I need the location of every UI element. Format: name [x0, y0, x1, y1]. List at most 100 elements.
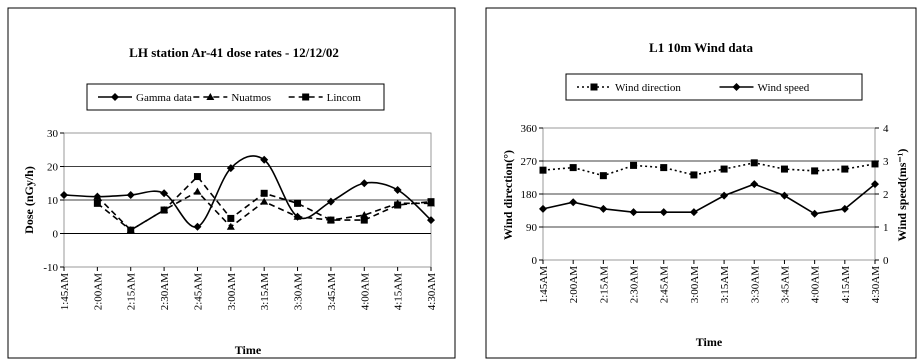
chart2-legend-marker [732, 83, 741, 91]
chart1-point-lincom [160, 206, 168, 214]
chart1-y-tick-label: 30 [47, 128, 59, 140]
chart2-point-wind-direction [871, 160, 879, 168]
chart1-y-tick-label: 0 [53, 229, 59, 241]
chart2-point-wind-direction [630, 161, 638, 169]
chart2-y-tick-label: 180 [521, 189, 538, 201]
chart1-point-lincom [360, 216, 368, 224]
chart2-series-line-wind-direction [542, 162, 876, 177]
chart2-point-wind-speed [629, 208, 638, 217]
chart1-point-nuatmos [293, 212, 302, 220]
chart1-point-gamma-data [60, 190, 68, 199]
chart2-legend-label: Wind speed [758, 82, 810, 94]
chart2-point-wind-direction [690, 171, 698, 179]
chart1-point-nuatmos [360, 211, 369, 219]
chart2-x-tick-label: 3:45AM [779, 266, 791, 304]
chart1-legend-label: Nuatmos [231, 92, 271, 104]
chart2-x-axis-label: Time [696, 335, 723, 349]
chart1-x-tick-label: 2:00AM [92, 273, 104, 311]
chart1-point-nuatmos [193, 187, 202, 195]
chart2-y-right-tick-label: 3 [883, 156, 889, 168]
chart2-x-tick-label: 3:15AM [719, 266, 731, 304]
chart1-point-gamma-data [260, 155, 269, 164]
chart1-point-gamma-data [126, 190, 135, 199]
chart1-x-tick-label: 2:45AM [192, 273, 204, 311]
chart2-point-wind-speed [871, 180, 879, 189]
chart1-title: LH station Ar-41 dose rates - 12/12/02 [129, 45, 339, 60]
chart1-point-lincom [260, 189, 268, 197]
chart2-point-wind-speed [720, 191, 729, 200]
chart1-point-lincom [127, 226, 135, 234]
chart1-point-lincom [93, 199, 101, 207]
chart2-point-wind-direction [569, 164, 577, 172]
chart2-point-wind-direction [811, 167, 819, 175]
chart1-point-nuatmos [93, 192, 102, 200]
chart2-y-right-tick-label: 4 [883, 123, 889, 135]
chart2-x-tick-label: 1:45AM [538, 266, 550, 304]
chart1-point-lincom [193, 173, 201, 181]
chart2-x-tick-label: 3:00AM [689, 266, 701, 304]
chart1-point-lincom [394, 201, 402, 209]
chart1-x-tick-label: 4:00AM [359, 273, 371, 311]
chart2-title: L1 10m Wind data [649, 40, 753, 55]
chart2-x-tick-label: 2:30AM [629, 266, 641, 304]
chart1-x-tick-label: 3:15AM [259, 273, 271, 311]
chart2-point-wind-direction [841, 165, 849, 173]
chart1-point-gamma-data [360, 179, 369, 188]
chart2-point-wind-direction [660, 164, 668, 172]
chart2-y-right-tick-label: 1 [883, 222, 889, 234]
chart1-legend-label: Lincom [327, 92, 362, 104]
chart1-point-nuatmos [260, 197, 269, 205]
chart2-point-wind-direction [720, 165, 728, 173]
chart1-y-tick-label: -10 [43, 262, 58, 274]
chart1-legend-marker [111, 93, 119, 101]
chart2-y-axis-label-left: Wind direction(°) [501, 150, 515, 240]
chart2-y-right-tick-label: 0 [883, 255, 889, 267]
chart1-x-tick-label: 3:45AM [326, 273, 338, 311]
chart1-legend-marker [302, 93, 310, 101]
chart2-y-tick-label: 270 [521, 156, 538, 168]
chart2-point-wind-speed [810, 209, 819, 218]
chart2-y-tick-label: 0 [532, 255, 538, 267]
chart1-x-tick-label: 3:30AM [293, 273, 305, 311]
chart2-point-wind-direction [780, 165, 788, 173]
chart1-y-tick-label: 10 [47, 195, 59, 207]
chart1-x-tick-label: 2:15AM [126, 273, 138, 311]
chart2-series-line-wind-speed [542, 183, 876, 215]
chart2-point-wind-speed [539, 204, 547, 213]
chart2-x-tick-label: 4:00AM [810, 266, 822, 304]
chart2-y-right-tick-label: 2 [883, 189, 889, 201]
chart1-point-gamma-data [226, 164, 235, 173]
chart1-y-axis-label: Dose (nGy/h) [22, 166, 36, 234]
chart1-point-gamma-data [427, 216, 435, 225]
chart2-legend [565, 73, 863, 101]
chart2-x-tick-label: 4:30AM [870, 266, 882, 304]
chart2-point-wind-speed [840, 204, 849, 213]
chart2-legend-marker [590, 83, 598, 91]
chart1-x-axis-label: Time [235, 343, 262, 357]
chart2-point-wind-speed [750, 180, 759, 189]
chart1-legend-marker [206, 93, 215, 100]
chart1-point-gamma-data [326, 197, 335, 206]
chart1-x-tick-label: 3:00AM [226, 273, 238, 311]
chart2-point-wind-direction [539, 166, 547, 174]
chart1-point-lincom [227, 214, 235, 222]
chart1-point-nuatmos [226, 222, 235, 230]
chart1-point-lincom [427, 198, 435, 206]
chart1-x-tick-label: 2:30AM [159, 273, 171, 311]
chart1-y-tick-label: 20 [47, 162, 59, 174]
chart2-legend-label: Wind direction [615, 82, 681, 94]
chart2-y-tick-label: 90 [526, 222, 538, 234]
chart2-point-wind-direction [599, 172, 607, 180]
chart2-x-tick-label: 2:00AM [568, 266, 580, 304]
chart1-legend-label: Gamma data [136, 92, 192, 104]
chart2-x-tick-label: 4:15AM [840, 266, 852, 304]
chart1-x-tick-label: 4:30AM [426, 273, 438, 311]
chart2-x-tick-label: 2:45AM [659, 266, 671, 304]
chart1-x-tick-label: 1:45AM [59, 273, 71, 311]
chart2-point-wind-speed [599, 204, 608, 213]
chart2-point-wind-speed [689, 208, 698, 217]
chart2-point-wind-direction [750, 159, 758, 167]
chart1-x-tick-label: 4:15AM [393, 273, 405, 311]
chart2-y-axis-label-right: Wind speed(ms⁻¹) [895, 149, 909, 242]
